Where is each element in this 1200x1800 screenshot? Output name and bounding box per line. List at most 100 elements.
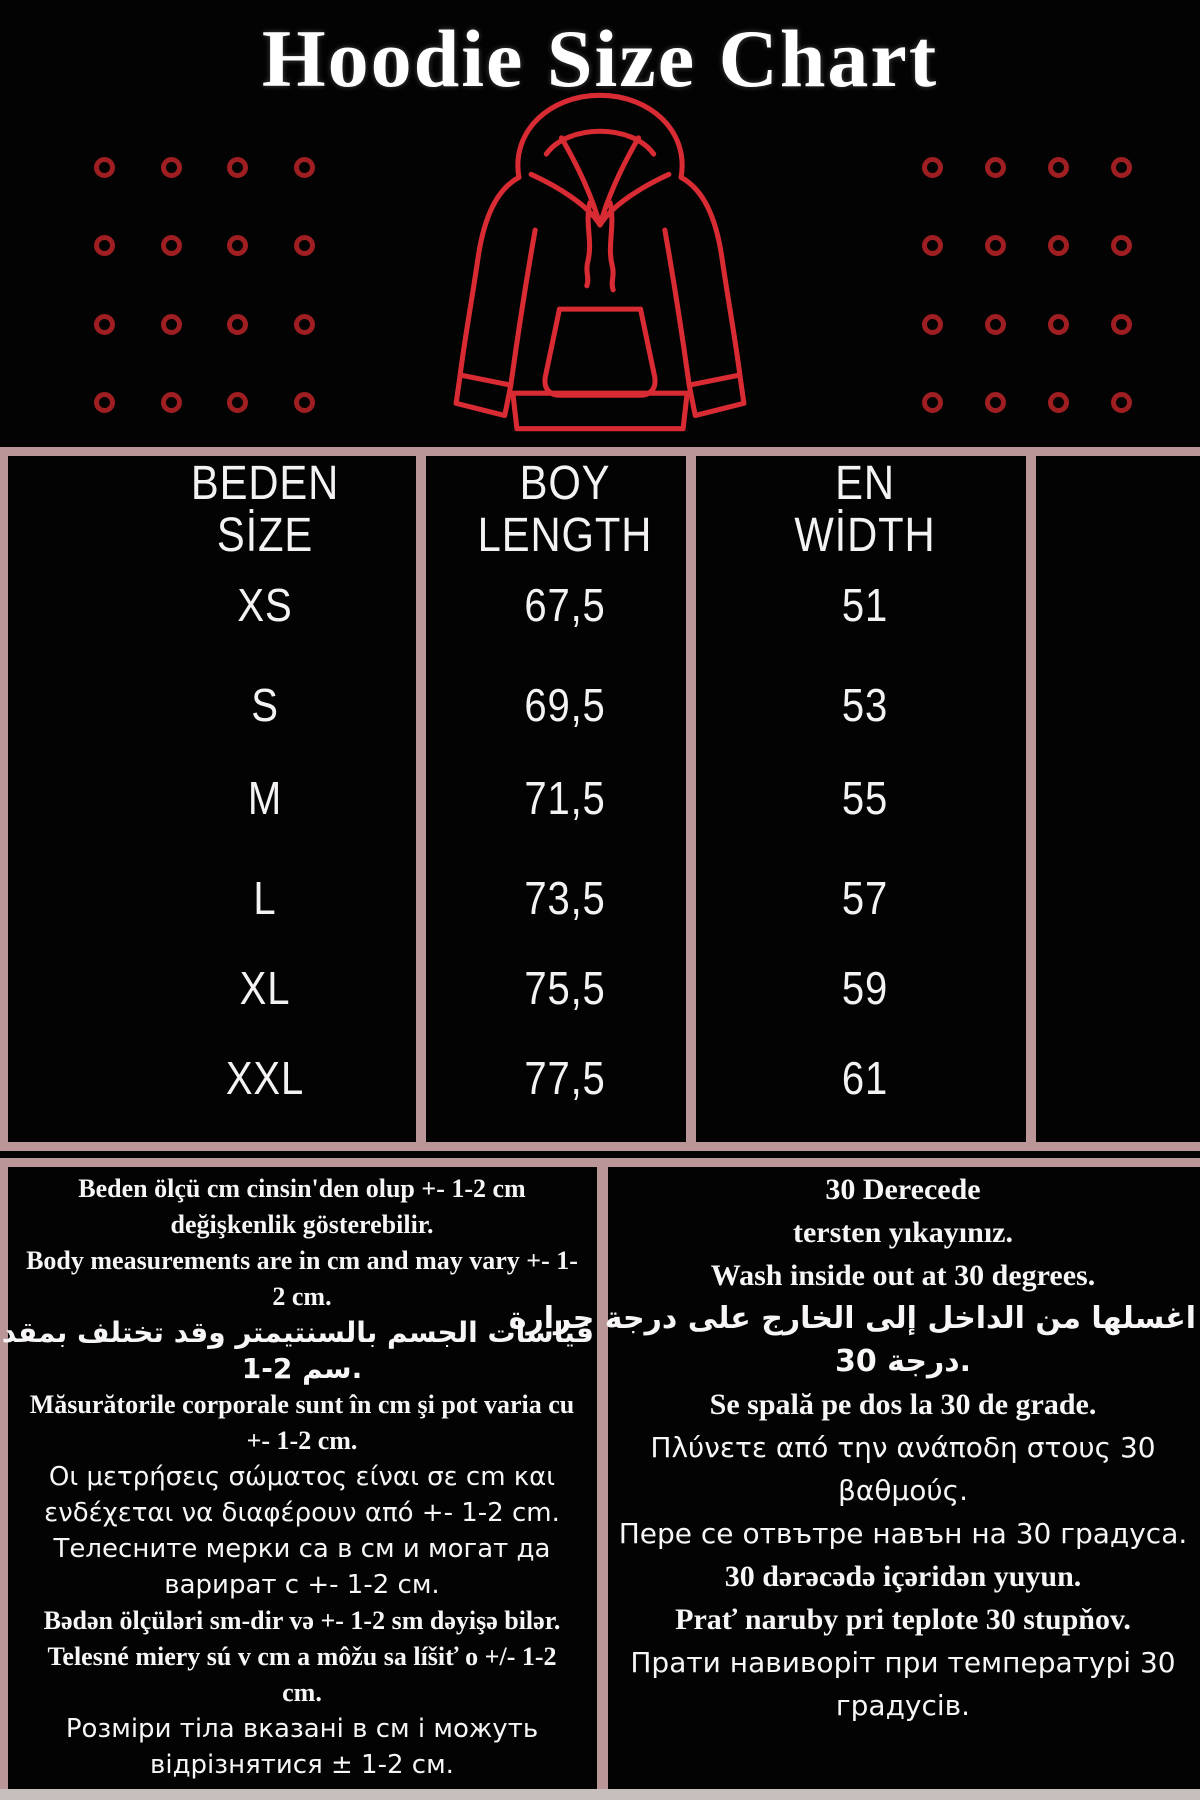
ring-dot-icon bbox=[94, 313, 115, 335]
note-line: відрізнятися ± 1-2 см. bbox=[150, 1750, 454, 1780]
ring-dot-icon bbox=[1111, 313, 1132, 335]
note-line: 30 Derecede bbox=[825, 1173, 981, 1206]
note-line: tersten yıkayınız. bbox=[793, 1216, 1013, 1249]
note-line: Wash inside out at 30 degrees. bbox=[710, 1259, 1096, 1292]
measurement-notes-panel: Beden ölçü cm cinsin'den olup +- 1-2 cm … bbox=[0, 1171, 594, 1783]
dot-grid-right bbox=[922, 157, 1132, 413]
page-title: Hoodie Size Chart bbox=[261, 13, 939, 104]
table-bottom-border bbox=[0, 1142, 1200, 1151]
ring-dot-icon bbox=[1111, 157, 1132, 178]
note-line: اغسلها من الداخل إلى الخارج على درجة حرا… bbox=[508, 1301, 1196, 1336]
note-line: değişkenlik gösterebilir. bbox=[170, 1210, 434, 1239]
width-cell: 51 bbox=[841, 579, 889, 631]
note-line: Beden ölçü cm cinsin'den olup +- 1-2 cm bbox=[78, 1174, 526, 1203]
ring-dot-icon bbox=[160, 313, 182, 335]
table-row: S 69,5 53 bbox=[0, 679, 1200, 731]
note-line: Măsurătorile corporale sunt în cm şi pot… bbox=[29, 1390, 575, 1419]
ring-dot-icon bbox=[1048, 391, 1069, 413]
length-cell: 77,5 bbox=[524, 1052, 606, 1104]
size-cell: M bbox=[247, 772, 283, 824]
length-cell: 71,5 bbox=[524, 772, 606, 824]
column-header-length: BOY LENGTH bbox=[420, 458, 710, 562]
width-cell: 53 bbox=[841, 679, 889, 731]
note-line: варират с +- 1-2 см. bbox=[164, 1570, 440, 1600]
table-row: XS 67,5 51 bbox=[0, 579, 1200, 631]
ring-dot-icon bbox=[94, 235, 115, 257]
ring-dot-icon bbox=[293, 391, 315, 413]
ring-dot-icon bbox=[1048, 235, 1069, 257]
note-line: 2 cm. bbox=[272, 1282, 332, 1311]
note-line: Пере се отвътре навън на 30 градуса. bbox=[618, 1517, 1188, 1550]
note-line: Телесните мерки са в см и могат да bbox=[53, 1534, 551, 1564]
note-line: Prať naruby pri teplote 30 stupňov. bbox=[675, 1603, 1131, 1636]
note-line: Οι μετρήσεις σώματος είναι σε cm και bbox=[48, 1462, 556, 1492]
hoodie-outline-icon bbox=[453, 92, 747, 432]
ring-dot-icon bbox=[922, 313, 943, 335]
notes-left-border bbox=[0, 1158, 8, 1800]
length-cell: 69,5 bbox=[524, 679, 606, 731]
column-header-line: BEDEN bbox=[190, 457, 340, 510]
width-cell: 59 bbox=[841, 962, 889, 1014]
table-row: M 71,5 55 bbox=[0, 772, 1200, 824]
table-left-border bbox=[0, 447, 8, 1151]
note-line: Πλύνετε από την ανάποδη στους 30 bbox=[650, 1431, 1156, 1464]
column-header-line: BOY bbox=[519, 457, 611, 510]
width-cell: 55 bbox=[841, 772, 889, 824]
washing-notes-panel: 30 Derecede tersten yıkayınız. Wash insi… bbox=[508, 1168, 1196, 1727]
note-line: ενδέχεται να διαφέρουν από +- 1-2 cm. bbox=[44, 1498, 560, 1528]
column-header-width: EN WİDTH bbox=[700, 458, 1030, 562]
table-divider-1 bbox=[416, 447, 426, 1151]
note-line: 30 درجة. bbox=[834, 1344, 972, 1379]
ring-dot-icon bbox=[922, 235, 943, 257]
note-line: Se spală pe dos la 30 de grade. bbox=[709, 1388, 1097, 1421]
note-line: 30 dərəcədə içəridən yuyun. bbox=[724, 1560, 1082, 1593]
ring-dot-icon bbox=[985, 391, 1006, 413]
note-line: Прати навиворіт при температурі 30 bbox=[630, 1646, 1176, 1679]
ring-dot-icon bbox=[922, 391, 943, 413]
ring-dot-icon bbox=[293, 235, 315, 257]
table-row: XL 75,5 59 bbox=[0, 962, 1200, 1014]
ring-dot-icon bbox=[227, 391, 249, 413]
note-line: +- 1-2 cm. bbox=[246, 1426, 358, 1455]
ring-dot-icon bbox=[227, 157, 249, 178]
size-cell: XS bbox=[237, 579, 293, 631]
ring-dot-icon bbox=[160, 391, 182, 413]
width-cell: 61 bbox=[841, 1052, 889, 1104]
ring-dot-icon bbox=[1048, 313, 1069, 335]
table-top-border bbox=[0, 447, 1200, 456]
column-header-line: WİDTH bbox=[794, 509, 936, 562]
ring-dot-icon bbox=[985, 313, 1006, 335]
column-header-size: BEDEN SİZE bbox=[100, 458, 430, 562]
table-row: XXL 77,5 61 bbox=[0, 1052, 1200, 1104]
size-cell: S bbox=[251, 679, 279, 731]
ring-dot-icon bbox=[94, 157, 115, 178]
note-line: градусів. bbox=[835, 1689, 971, 1722]
length-cell: 73,5 bbox=[524, 872, 606, 924]
ring-dot-icon bbox=[1111, 235, 1132, 257]
ring-dot-icon bbox=[985, 235, 1006, 257]
note-line: Bədən ölçüləri sm-dir və +- 1-2 sm dəyiş… bbox=[43, 1606, 561, 1635]
note-line: Telesné miery sú v cm a môžu sa líšiť o … bbox=[47, 1642, 557, 1671]
ring-dot-icon bbox=[160, 235, 182, 257]
ring-dot-icon bbox=[293, 313, 315, 335]
notes-divider bbox=[597, 1158, 608, 1800]
ring-dot-icon bbox=[293, 157, 315, 178]
column-header-line: LENGTH bbox=[477, 509, 653, 562]
ring-dot-icon bbox=[227, 313, 249, 335]
table-row: L 73,5 57 bbox=[0, 872, 1200, 924]
note-line: Body measurements are in cm and may vary… bbox=[26, 1246, 578, 1275]
ring-dot-icon bbox=[1111, 391, 1132, 413]
note-line: βαθμούς. bbox=[838, 1474, 968, 1507]
ring-dot-icon bbox=[1048, 157, 1069, 178]
width-cell: 57 bbox=[841, 872, 889, 924]
note-line: cm. bbox=[282, 1678, 322, 1707]
note-line: Розміри тіла вказані в см і можуть bbox=[65, 1714, 539, 1744]
ring-dot-icon bbox=[922, 157, 943, 178]
size-cell: XL bbox=[239, 962, 291, 1014]
ring-dot-icon bbox=[227, 235, 249, 257]
size-cell: L bbox=[253, 872, 277, 924]
table-divider-3 bbox=[1026, 447, 1036, 1151]
column-header-line: EN bbox=[835, 457, 895, 510]
column-header-line: SİZE bbox=[216, 509, 314, 562]
length-cell: 75,5 bbox=[524, 962, 606, 1014]
